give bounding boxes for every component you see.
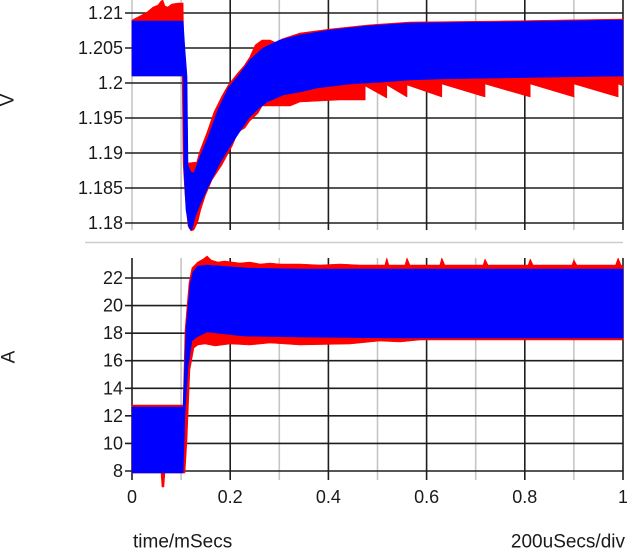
x-axis-label: time/mSecs [133,532,232,550]
current-panel: 8 10 12 14 16 18 20 22 A [0,255,624,488]
blue-trace [131,264,624,474]
blue-trace [131,19,624,231]
traces [131,255,624,488]
y-tick-label: 1.19 [88,143,123,163]
x-axis: 0 0.2 0.4 0.6 0.8 1 time/mSecs 200uSecs/div [127,487,627,550]
y-tick-label: 1.185 [78,178,123,198]
y-tick-label: 8 [113,461,123,481]
y-tick-label: 14 [103,378,123,398]
time-scale-note: 200uSecs/div [511,532,626,550]
traces [131,0,624,232]
x-tick-label: 0.6 [414,487,439,507]
y-tick-label: 18 [103,323,123,343]
current-axis-label: A [0,350,20,363]
y-tick-label: 1.2 [98,73,123,93]
x-tick-label: 0.4 [316,487,341,507]
y-tick-label: 1.195 [78,108,123,128]
y-tick-label: 1.18 [88,213,123,233]
y-tick-label: 10 [103,433,123,453]
x-tick-label: 1 [618,487,627,507]
voltage-axis-label: V [0,93,19,106]
y-tick-label: 22 [103,268,123,288]
x-tick-label: 0.2 [218,487,243,507]
y-tick-label: 12 [103,406,123,426]
voltage-panel: 1.18 1.185 1.19 1.195 1.2 1.205 1.21 V [0,0,624,233]
y-tick-label: 1.21 [88,3,123,23]
y-tick-label: 1.205 [78,38,123,58]
y-tick-label: 20 [103,296,123,316]
x-tick-label: 0.8 [512,487,537,507]
y-tick-label: 16 [103,351,123,371]
x-tick-label: 0 [127,487,137,507]
